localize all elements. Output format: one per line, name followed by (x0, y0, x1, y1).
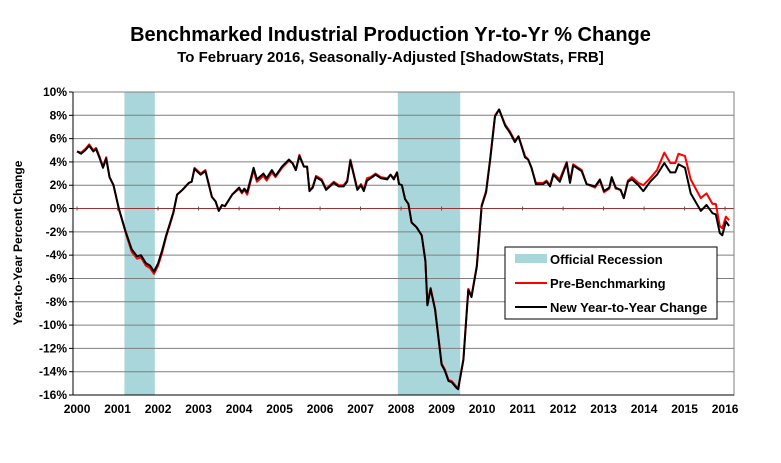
chart-subtitle: To February 2016, Seasonally-Adjusted [S… (177, 49, 604, 66)
chart-title: Benchmarked Industrial Production Yr-to-… (130, 24, 651, 46)
x-tick-label: 2008 (388, 402, 415, 416)
y-tick-label: -16% (39, 388, 67, 402)
legend-label-pre: Pre-Benchmarking (550, 276, 666, 291)
x-tick-label: 2010 (469, 402, 496, 416)
x-tick-label: 2006 (307, 402, 334, 416)
x-tick-label: 2007 (347, 402, 374, 416)
legend-swatch-recession (515, 254, 547, 263)
y-tick-label: -14% (39, 365, 67, 379)
y-tick-label: 10% (43, 85, 67, 99)
y-tick-label: -10% (39, 318, 67, 332)
x-tick-label: 2003 (185, 402, 212, 416)
y-tick-label: 2% (50, 178, 68, 192)
y-tick-label: 0% (50, 202, 68, 216)
x-tick-label: 2000 (64, 402, 91, 416)
x-tick-label: 2001 (104, 402, 131, 416)
legend: Official Recession Pre-Benchmarking New … (504, 246, 718, 320)
x-tick-label: 2016 (712, 402, 739, 416)
x-tick-label: 2009 (428, 402, 455, 416)
y-axis-label: Year-to-Year Percent Change (11, 160, 25, 325)
y-tick-label: 4% (50, 155, 68, 169)
y-tick-label: 8% (50, 108, 68, 122)
x-tick-label: 2011 (510, 402, 536, 416)
x-tick-label: 2013 (590, 402, 617, 416)
recession-band (397, 92, 461, 395)
x-tick-label: 2014 (631, 402, 658, 416)
x-tick-label: 2012 (550, 402, 577, 416)
x-tick-label: 2002 (145, 402, 172, 416)
legend-label-recession: Official Recession (550, 252, 663, 267)
y-tick-label: -6% (46, 271, 68, 285)
y-tick-label: -8% (46, 295, 68, 309)
y-tick-label: -12% (39, 341, 67, 355)
legend-label-new: New Year-to-Year Change (550, 300, 707, 315)
x-tick-label: 2004 (226, 402, 253, 416)
y-tick-label: -2% (46, 225, 68, 239)
y-tick-label: -4% (46, 248, 68, 262)
x-tick-label: 2005 (266, 402, 293, 416)
y-tick-label: 6% (50, 132, 68, 146)
series-line-new-change (76, 108, 730, 391)
x-tick-label: 2015 (671, 402, 698, 416)
